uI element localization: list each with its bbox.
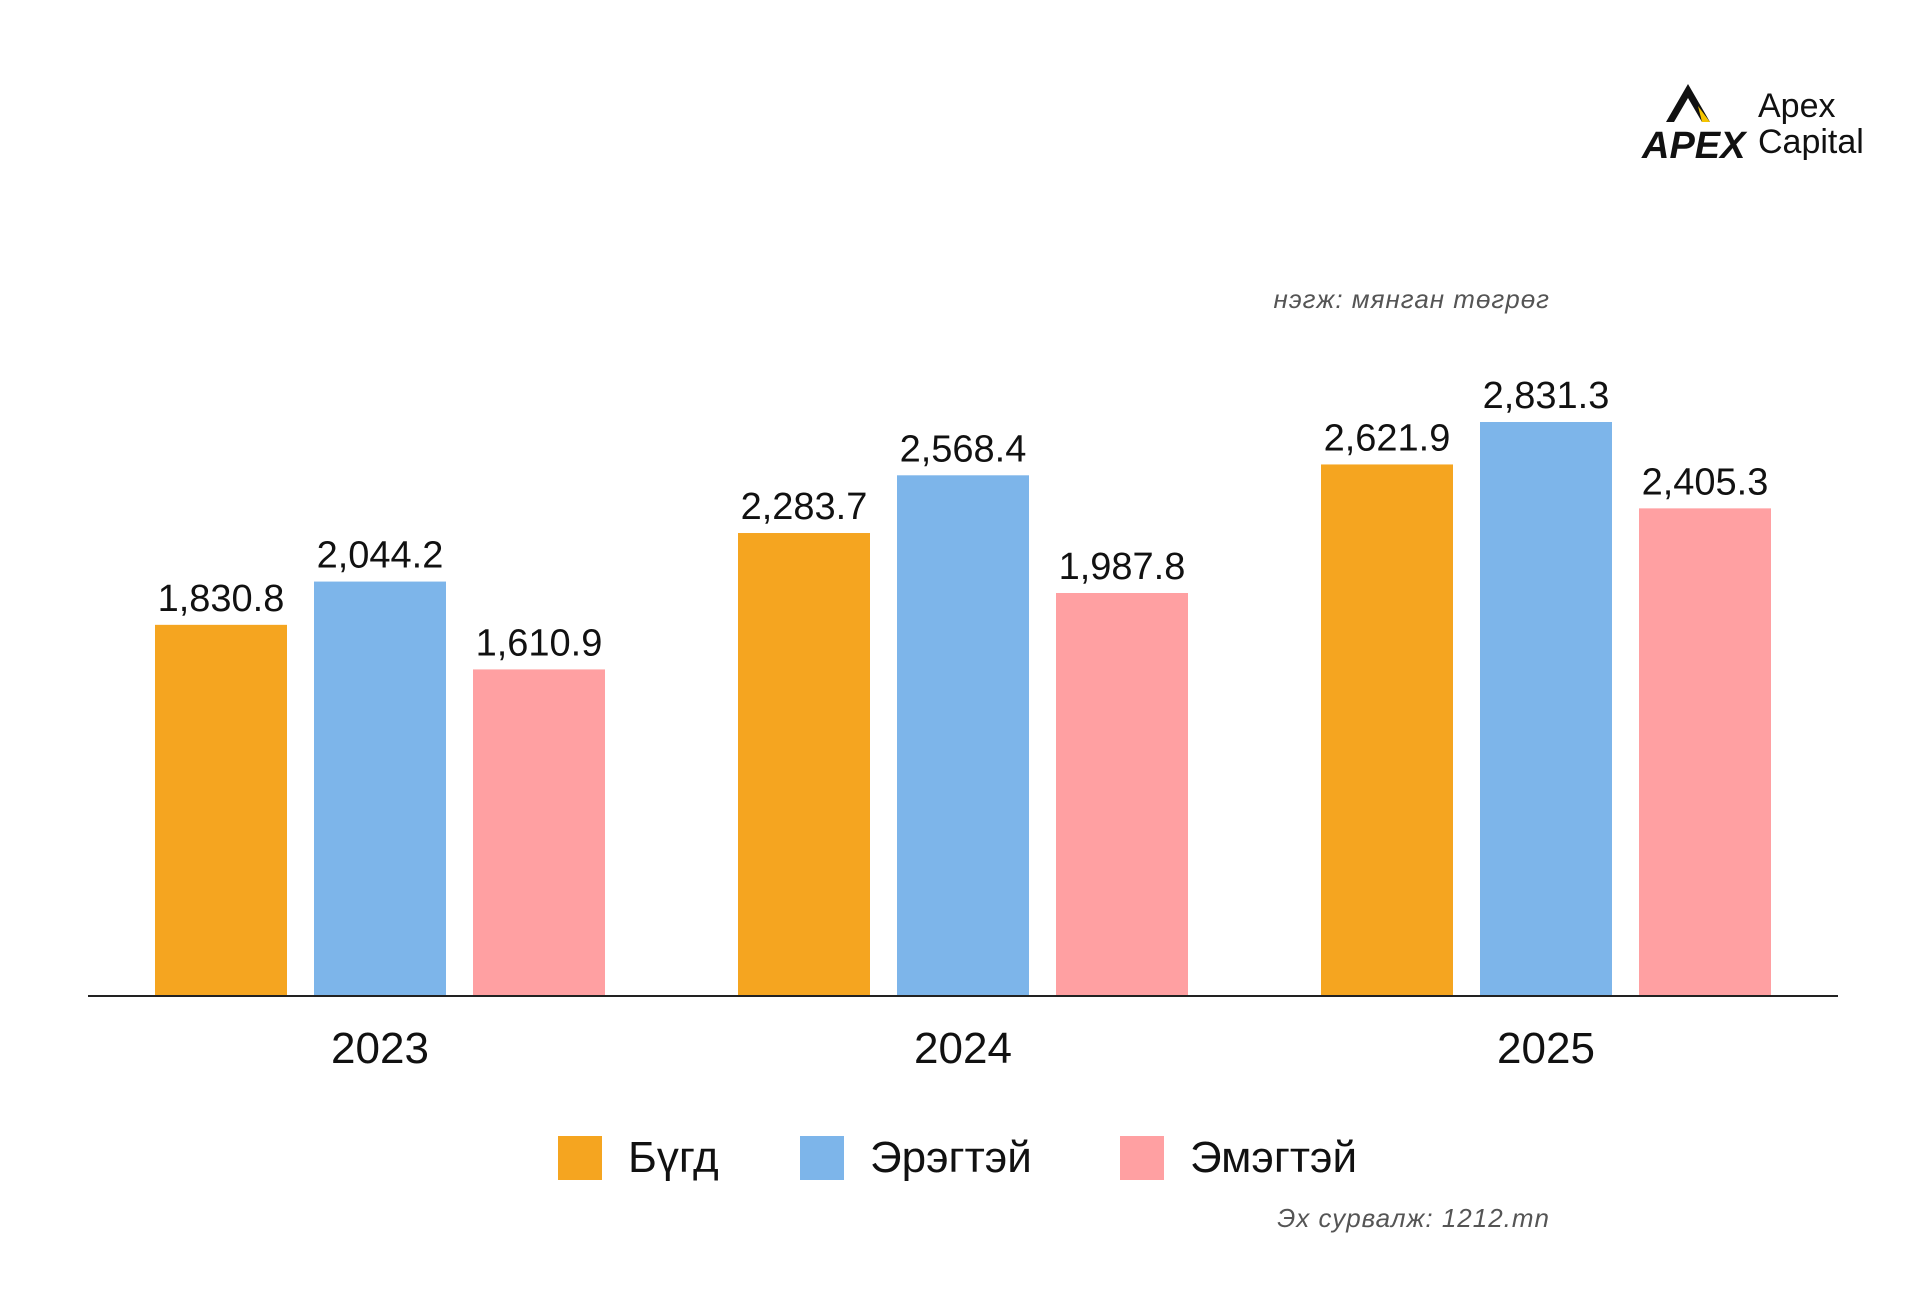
value-label-2025-1: 2,831.3 xyxy=(1483,375,1610,417)
logo-name-line1: Apex xyxy=(1758,87,1836,125)
value-label-2025-2: 2,405.3 xyxy=(1642,461,1769,503)
category-label-2023: 2023 xyxy=(331,1024,429,1073)
bar-2025-1 xyxy=(1480,422,1612,996)
bar-2023-0 xyxy=(155,624,287,996)
source-note: Эх сурвалж: 1212.mn xyxy=(1277,1203,1550,1233)
unit-note: нэгж: мянган төгрөг xyxy=(1273,284,1550,314)
value-label-2024-0: 2,283.7 xyxy=(741,486,868,528)
value-label-2024-2: 1,987.8 xyxy=(1059,546,1186,588)
value-label-2023-1: 2,044.2 xyxy=(317,535,444,577)
category-labels-layer: 2023 2024 2025 xyxy=(331,1024,1595,1073)
value-label-2025-0: 2,621.9 xyxy=(1324,417,1451,459)
category-label-2025: 2025 xyxy=(1497,1024,1595,1073)
bar-2024-1 xyxy=(897,475,1029,996)
legend-swatch xyxy=(800,1136,844,1180)
bar-2025-2 xyxy=(1639,508,1771,996)
value-label-2024-1: 2,568.4 xyxy=(900,428,1027,470)
legend-item-0: Бүгд xyxy=(558,1128,719,1188)
bar-2024-2 xyxy=(1056,593,1188,996)
value-label-2023-2: 1,610.9 xyxy=(476,622,603,664)
legend-item-2: Эмэгтэй xyxy=(1120,1128,1357,1188)
legend-label: Эрэгтэй xyxy=(870,1133,1032,1182)
legend: Бүгд Эрэгтэй Эмэгтэй xyxy=(0,1128,1920,1188)
legend-label: Бүгд xyxy=(628,1133,719,1182)
value-labels-layer: 1,830.8 2,044.2 1,610.9 2,283.7 2,568.4 1,987… xyxy=(158,375,1769,664)
legend-swatch xyxy=(1120,1136,1164,1180)
bar-2023-2 xyxy=(473,669,605,996)
legend-item-1: Эрэгтэй xyxy=(800,1128,1032,1188)
legend-swatch xyxy=(558,1136,602,1180)
logo-mark-text: APEX xyxy=(1641,125,1748,167)
bars-layer xyxy=(155,422,1771,996)
apex-capital-logo: APEX Apex Capital xyxy=(1640,80,1880,170)
bar-2023-1 xyxy=(314,581,446,996)
bar-2024-0 xyxy=(738,533,870,996)
value-label-2023-0: 1,830.8 xyxy=(158,578,285,620)
logo-name: Apex Capital xyxy=(1758,88,1864,160)
logo-name-line2: Capital xyxy=(1758,123,1864,161)
bar-2025-0 xyxy=(1321,464,1453,996)
category-label-2024: 2024 xyxy=(914,1024,1012,1073)
legend-label: Эмэгтэй xyxy=(1190,1133,1358,1182)
apex-logo-mark-icon: APEX xyxy=(1641,84,1748,167)
